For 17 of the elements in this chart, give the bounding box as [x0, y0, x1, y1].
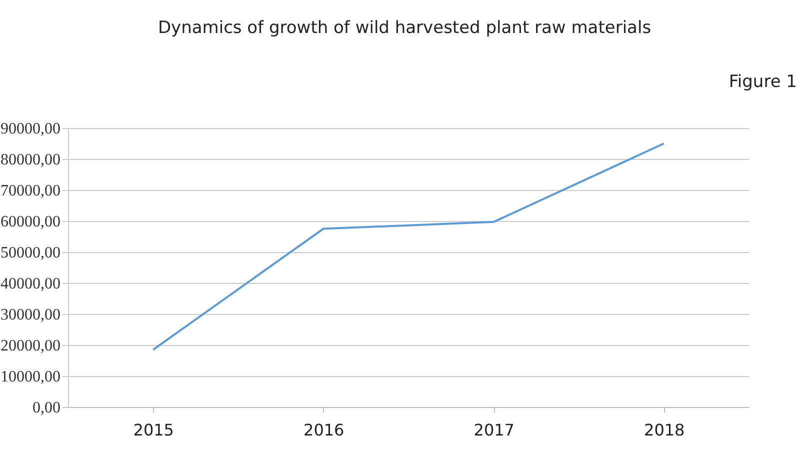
x-tick-label: 2018	[644, 420, 685, 440]
y-tick-label: 70000,00	[0, 182, 60, 200]
x-tick-label: 2015	[133, 420, 174, 440]
chart-title: Dynamics of growth of wild harvested plant raw materials	[156, 18, 652, 38]
x-tick-label: 2016	[304, 420, 344, 440]
line-series	[152, 142, 665, 351]
y-tick-label: 40000,00	[0, 276, 60, 292]
y-tick-label: 30000,00	[0, 306, 60, 324]
y-tick-label: 90000,00	[0, 120, 60, 138]
y-tick-label: 80000,00	[0, 152, 60, 168]
y-tick-label: 50000,00	[0, 244, 60, 262]
y-tick-label: 60000,00	[0, 214, 60, 230]
y-tick-label: 10000,00	[0, 368, 60, 386]
y-tick-label: 20000,00	[0, 338, 60, 354]
caption: Figure 1	[728, 72, 797, 92]
x-tick-label: 2017	[474, 420, 514, 440]
y-tick-label: 0,00	[32, 400, 60, 416]
